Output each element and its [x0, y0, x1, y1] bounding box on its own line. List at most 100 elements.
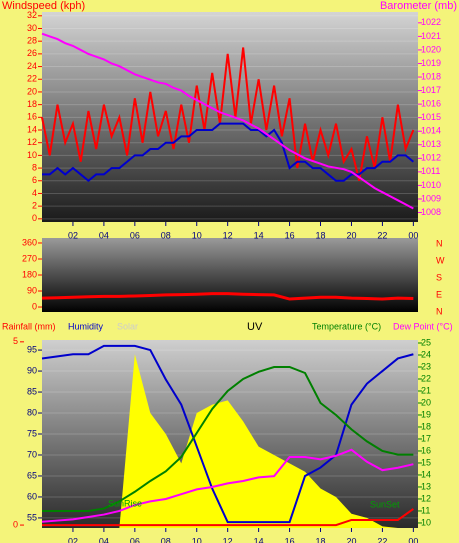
x-tick-label: 14 [254, 230, 264, 240]
y-tick-label: 360 [22, 237, 37, 247]
x-tick-label: 10 [192, 230, 202, 240]
series-line [41, 32, 414, 210]
x-tick-label: 18 [316, 230, 326, 240]
series-line [41, 448, 414, 523]
y-tick-label: 32 [27, 10, 37, 20]
y2-tick-label: 1019 [421, 58, 441, 68]
y-tick-label: 90 [27, 365, 37, 375]
y-tick-label: 10 [27, 150, 37, 160]
x-tick-label: 22 [377, 230, 387, 240]
compass-label: N [436, 238, 443, 248]
y-tick-label: 180 [22, 269, 37, 279]
y-tick-label: 95 [27, 344, 37, 354]
x-tick-label: 20 [346, 536, 356, 543]
compass-label: E [436, 289, 442, 299]
y-tick-label: 6 [32, 175, 37, 185]
y2-tick-label: 18 [421, 421, 431, 431]
y-tick-label: 30 [27, 23, 37, 33]
x-tick-label: 06 [130, 536, 140, 543]
wind-axis-label: Windspeed (kph) [2, 0, 85, 12]
x-tick-label: 02 [68, 536, 78, 543]
y2-tick-label: 25 [421, 337, 431, 347]
y2-tick-label: 1015 [421, 112, 441, 122]
y-tick-label: 90 [27, 285, 37, 295]
y2-tick-label: 17 [421, 433, 431, 443]
y-tick-label: 20 [27, 86, 37, 96]
annotation: SunSet [370, 499, 400, 509]
y-tick-label: 12 [27, 137, 37, 147]
y2-tick-label: 21 [421, 385, 431, 395]
y2-tick-label: 1011 [421, 166, 440, 176]
x-tick-label: 00 [408, 230, 418, 240]
y2-tick-label: 1013 [421, 139, 441, 149]
y-tick-label: 80 [27, 407, 37, 417]
y2-tick-label: 14 [421, 469, 431, 479]
y2-tick-label: 19 [421, 409, 431, 419]
y2-tick-label: 1010 [421, 180, 441, 190]
y-tick-label: 55 [27, 512, 37, 522]
y-tick-label: 4 [32, 188, 37, 198]
y2-tick-label: 22 [421, 373, 431, 383]
y2-tick-label: 1020 [421, 44, 441, 54]
solar-area [42, 354, 414, 528]
y2-tick-label: 1021 [421, 31, 441, 41]
x-tick-label: 12 [223, 230, 233, 240]
y2-tick-label: 13 [421, 481, 431, 491]
y2-tick-label: 24 [421, 349, 431, 359]
x-tick-label: 22 [377, 536, 387, 543]
y2-tick-label: 20 [421, 397, 431, 407]
y-tick-label: 22 [27, 74, 37, 84]
x-tick-label: 02 [68, 230, 78, 240]
legend-label: Humidity [68, 321, 104, 331]
uv-label: UV [247, 321, 263, 333]
legend-label: Rainfall (mm) [2, 321, 56, 331]
y2-tick-label: 1016 [421, 99, 441, 109]
x-tick-label: 08 [161, 230, 171, 240]
y2-tick-label: 1022 [421, 17, 441, 27]
x-tick-label: 12 [223, 536, 233, 543]
compass-label: N [436, 306, 443, 316]
series-line [41, 344, 414, 524]
y2-tick-label: 1012 [421, 153, 441, 163]
series-line [42, 508, 414, 527]
y2-tick-label: 16 [421, 445, 431, 455]
legend-label: Temperature (°C) [312, 321, 381, 331]
x-tick-label: 04 [99, 536, 109, 543]
wind-plot-area [42, 12, 418, 222]
y2-tick-label: 1017 [421, 85, 441, 95]
y-tick-label: 75 [27, 428, 37, 438]
y-tick-label: 0 [32, 301, 37, 311]
y2-tick-label: 1008 [421, 207, 441, 217]
series-line [41, 47, 415, 181]
barometer-axis-label: Barometer (mb) [380, 0, 457, 12]
y2-tick-label: 12 [421, 493, 431, 503]
x-tick-label: 04 [99, 230, 109, 240]
y-tick-label: 65 [27, 470, 37, 480]
y-tick-label: 8 [32, 162, 37, 172]
y-tick-label: 60 [27, 491, 37, 501]
y-tick-label: 14 [27, 124, 37, 134]
y-tick-label: 28 [27, 36, 37, 46]
y2-tick-label: 15 [421, 457, 431, 467]
y-tick-label: 270 [22, 253, 37, 263]
y2-tick-label: 1018 [421, 71, 441, 81]
y3-tick-label: 5 [13, 336, 18, 346]
series-line [42, 365, 414, 512]
y2-tick-label: 23 [421, 361, 431, 371]
y2-tick-label: 1014 [421, 126, 441, 136]
y2-tick-label: 1009 [421, 193, 441, 203]
y-tick-label: 85 [27, 386, 37, 396]
y2-tick-label: 10 [421, 517, 431, 527]
series-line [41, 292, 414, 301]
y-tick-label: 70 [27, 449, 37, 459]
series-line [42, 122, 414, 183]
y-tick-label: 26 [27, 48, 37, 58]
x-tick-label: 18 [316, 536, 326, 543]
compass-label: W [436, 255, 445, 265]
x-tick-label: 14 [254, 536, 264, 543]
compass-label: S [436, 272, 442, 282]
y2-tick-label: 11 [421, 505, 430, 515]
x-tick-label: 16 [285, 230, 295, 240]
legend-label: Dew Point (°C) [393, 321, 453, 331]
x-tick-label: 16 [285, 536, 295, 543]
